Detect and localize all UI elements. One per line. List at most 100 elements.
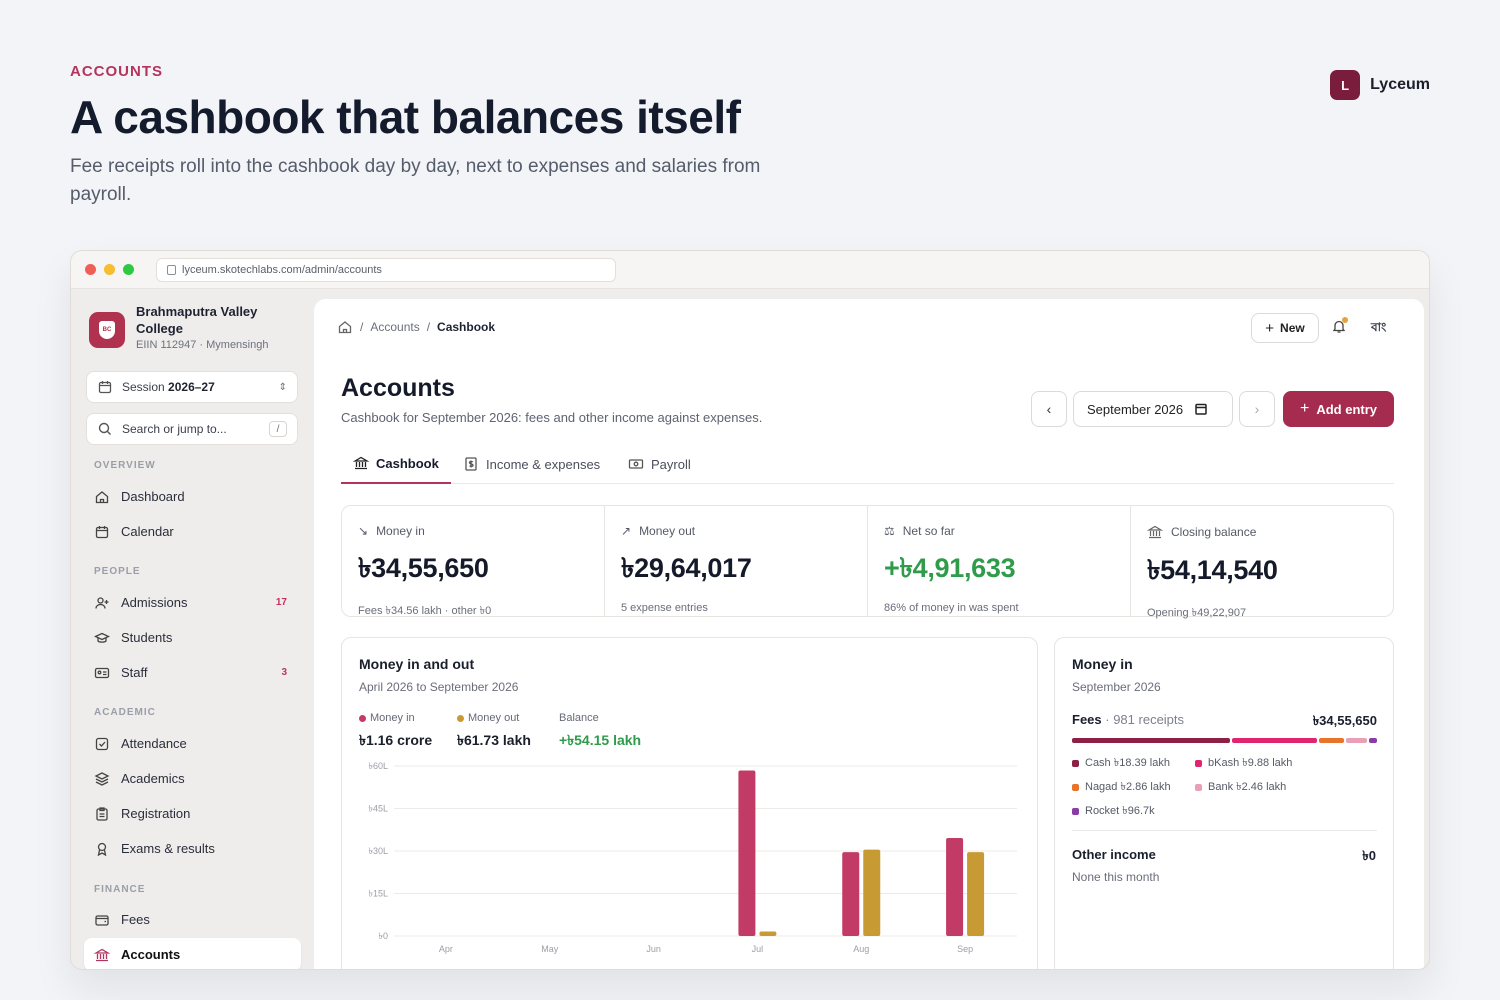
- legend-value: +৳54.15 lakh: [559, 732, 642, 748]
- stat-money-out: ↗ Money out ৳29,64,017 5 expense entries: [605, 506, 868, 616]
- y-tick-label: ৳15L: [369, 889, 389, 899]
- user-plus-icon: [94, 595, 110, 611]
- tab-income-expenses[interactable]: Income & expenses: [451, 444, 612, 484]
- payment-label: Bank ৳2.46 lakh: [1208, 781, 1287, 793]
- legend-label: Money in: [370, 712, 415, 724]
- checkbox-icon: [94, 736, 110, 752]
- fees-segment: [1368, 738, 1377, 743]
- sidebar-item-label: Attendance: [121, 736, 187, 751]
- x-tick-label: Sep: [957, 944, 973, 954]
- sidebar-item-admissions[interactable]: Admissions 17: [84, 586, 301, 619]
- stat-foot: 86% of money in was spent: [884, 602, 1019, 614]
- bar-money-out: [863, 849, 881, 936]
- legend-money-in: Money in ৳1.16 crore: [359, 712, 432, 753]
- notifications-button[interactable]: [1331, 317, 1348, 339]
- payment-method-item: Rocket ৳96.7k: [1072, 802, 1155, 821]
- legend-value: ৳1.16 crore: [359, 732, 433, 748]
- payment-swatch: [1072, 808, 1079, 815]
- new-button[interactable]: + New: [1251, 313, 1319, 343]
- sidebar-item-staff[interactable]: Staff 3: [84, 656, 301, 689]
- sidebar-item-label: Students: [121, 630, 173, 645]
- sidebar-item-accounts[interactable]: Accounts: [84, 938, 301, 969]
- fees-segment: [1318, 738, 1344, 743]
- brand-logo: L: [1330, 70, 1361, 100]
- language-toggle[interactable]: বাং: [1371, 320, 1387, 334]
- scale-icon: ⚖: [884, 524, 895, 538]
- sidebar-item-label: Exams & results: [121, 841, 215, 856]
- tab-payroll[interactable]: Payroll: [616, 444, 703, 484]
- search-input[interactable]: Search or jump to... /: [86, 413, 298, 445]
- payment-method-item: Nagad ৳2.86 lakh: [1072, 778, 1171, 797]
- sidebar-item-registration[interactable]: Registration: [84, 797, 301, 830]
- sidebar-item-fees[interactable]: Fees: [84, 903, 301, 936]
- notification-dot: [1342, 317, 1348, 323]
- calendar-icon: [97, 379, 113, 395]
- fees-segment: [1232, 738, 1317, 743]
- stat-foot: Opening ৳49,22,907: [1147, 607, 1247, 619]
- search-icon: [97, 421, 113, 437]
- breadcrumb-accounts[interactable]: Accounts: [370, 320, 420, 334]
- bar-money-in: [946, 837, 964, 936]
- brand-name: Lyceum: [1370, 76, 1430, 93]
- search-placeholder: Search or jump to...: [122, 422, 227, 436]
- sidebar-item-academics[interactable]: Academics: [84, 762, 301, 795]
- card-title: Money in and out: [359, 656, 475, 672]
- fees-stacked-bar: [1072, 738, 1377, 743]
- sidebar-item-dashboard[interactable]: Dashboard: [84, 480, 301, 513]
- id-card-icon: [94, 665, 110, 681]
- section-people: PEOPLE: [94, 566, 141, 577]
- search-shortcut: /: [269, 421, 287, 437]
- y-tick-label: ৳0: [379, 931, 389, 941]
- hero-title: A cashbook that balances itself: [70, 91, 741, 143]
- payment-label: bKash ৳9.88 lakh: [1208, 757, 1293, 769]
- previous-month-button[interactable]: ‹: [1031, 391, 1067, 427]
- clipboard-icon: [94, 806, 110, 822]
- bar-money-in: [738, 770, 756, 936]
- legend-swatch: [457, 714, 464, 722]
- payment-label: Rocket ৳96.7k: [1085, 805, 1155, 817]
- tab-cashbook[interactable]: Cashbook: [341, 444, 451, 484]
- stat-money-in: ↘ Money in ৳34,55,650 Fees ৳34.56 lakh · …: [342, 506, 605, 617]
- sidebar-item-attendance[interactable]: Attendance: [84, 727, 301, 760]
- college-header: BC Brahmaputra Valley College EIIN 11294…: [89, 303, 286, 351]
- card-subtitle: April 2026 to September 2026: [359, 680, 519, 694]
- staff-badge: 3: [281, 667, 287, 678]
- hero-eyebrow: ACCOUNTS: [70, 63, 163, 80]
- sidebar-item-label: Accounts: [121, 947, 181, 962]
- address-bar[interactable]: lyceum.skotechlabs.com/admin/accounts: [156, 258, 616, 282]
- card-subtitle: September 2026: [1072, 680, 1161, 694]
- payment-label: Nagad ৳2.86 lakh: [1085, 781, 1171, 793]
- legend-swatch: [359, 714, 366, 722]
- hero-subtitle: Fee receipts roll into the cashbook day …: [70, 156, 761, 205]
- sidebar-item-calendar[interactable]: Calendar: [84, 515, 301, 548]
- legend-label: Money out: [468, 712, 520, 724]
- receipt-icon: [463, 456, 479, 472]
- home-icon[interactable]: [337, 319, 353, 335]
- fees-total: ৳34,55,650: [1312, 713, 1377, 728]
- card-title: Money in: [1072, 656, 1133, 672]
- brand: L Lyceum: [1330, 70, 1430, 100]
- close-window-dot[interactable]: [85, 264, 96, 275]
- month-value: September 2026: [1087, 401, 1184, 417]
- stat-foot: 5 expense entries: [621, 602, 708, 614]
- sidebar-item-label: Admissions: [121, 595, 188, 610]
- next-month-button[interactable]: ›: [1239, 391, 1275, 427]
- payment-method-item: Cash ৳18.39 lakh: [1072, 754, 1170, 773]
- x-tick-label: Apr: [439, 944, 453, 954]
- other-income-subtitle: None this month: [1072, 870, 1160, 884]
- chevron-right-icon: ›: [1254, 401, 1260, 417]
- maximize-window-dot[interactable]: [123, 264, 134, 275]
- add-entry-button[interactable]: + Add entry: [1283, 391, 1394, 427]
- month-picker[interactable]: September 2026: [1073, 391, 1233, 427]
- stat-value: +৳4,91,633: [884, 553, 1016, 583]
- other-income-value: ৳0: [1362, 848, 1376, 863]
- minimize-window-dot[interactable]: [104, 264, 115, 275]
- tab-bar: Cashbook Income & expenses Payroll: [341, 444, 1394, 484]
- sidebar-item-students[interactable]: Students: [84, 621, 301, 654]
- browser-window: lyceum.skotechlabs.com/admin/accounts BC…: [70, 250, 1430, 970]
- breadcrumb: / Accounts / Cashbook: [337, 319, 495, 335]
- session-selector[interactable]: Session 2026–27 ⇕: [86, 371, 298, 403]
- sidebar-item-exams[interactable]: Exams & results: [84, 832, 301, 865]
- layers-icon: [94, 771, 110, 787]
- stat-label: Money out: [639, 524, 696, 538]
